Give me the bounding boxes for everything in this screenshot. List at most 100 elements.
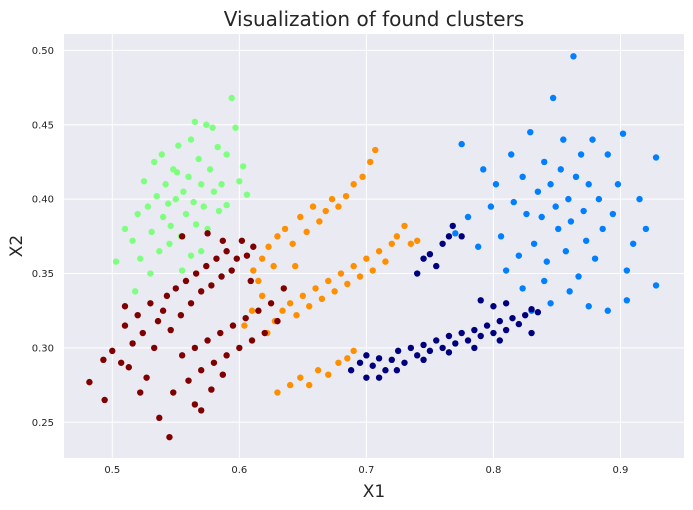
- scatter-point: [177, 311, 185, 319]
- scatter-point: [652, 282, 660, 289]
- y-tick-label: 0.50: [32, 46, 54, 57]
- scatter-point: [100, 356, 107, 364]
- scatter-point: [328, 195, 336, 203]
- scatter-point: [344, 280, 351, 288]
- scatter-point: [147, 270, 154, 277]
- scatter-point: [474, 243, 482, 250]
- scatter-point: [369, 362, 376, 369]
- scatter-point: [477, 332, 484, 340]
- scatter-point: [572, 173, 580, 181]
- x-tick-label: 0.6: [231, 465, 247, 476]
- scatter-point: [198, 181, 205, 188]
- scatter-point: [121, 322, 129, 329]
- x-tick-label: 0.9: [613, 465, 629, 476]
- scatter-point: [433, 262, 440, 270]
- scatter-point: [547, 181, 554, 188]
- scatter-point: [229, 322, 237, 329]
- scatter-point: [204, 225, 211, 233]
- scatter-point: [510, 198, 517, 206]
- scatter-point: [555, 225, 562, 233]
- scatter-point: [318, 295, 326, 303]
- scatter-point: [163, 292, 171, 300]
- scatter-point: [198, 248, 205, 255]
- scatter-point: [363, 352, 370, 359]
- scatter-point: [619, 130, 627, 137]
- scatter-point: [151, 344, 158, 352]
- scatter-point: [238, 237, 246, 244]
- scatter-point: [464, 213, 472, 221]
- scatter-point: [267, 300, 275, 307]
- scatter-point: [190, 198, 197, 206]
- scatter-point: [178, 267, 186, 274]
- scatter-point: [131, 288, 139, 295]
- scatter-point: [508, 151, 515, 158]
- scatter-point: [413, 352, 421, 359]
- scatter-point: [243, 191, 251, 198]
- scatter-point: [480, 166, 487, 173]
- scatter-point: [187, 252, 195, 259]
- scatter-point: [178, 233, 186, 240]
- scatter-point: [490, 303, 497, 310]
- scatter-point: [401, 222, 408, 230]
- scatter-point: [218, 273, 225, 280]
- scatter-point: [203, 262, 210, 270]
- scatter-point: [129, 237, 136, 244]
- scatter-point: [210, 188, 218, 195]
- scatter-point: [270, 262, 277, 270]
- scatter-point: [549, 94, 557, 102]
- scatter-point: [458, 140, 465, 148]
- scatter-point: [483, 322, 491, 329]
- scatter-point: [519, 285, 526, 292]
- scatter-point: [217, 329, 224, 337]
- scatter-point: [515, 252, 523, 259]
- scatter-point: [159, 307, 167, 314]
- scatter-point: [642, 225, 650, 233]
- scatter-point: [242, 314, 249, 322]
- scatter-point: [325, 277, 332, 285]
- scatter-point: [219, 237, 227, 244]
- scatter-point: [214, 143, 221, 151]
- scatter-point: [369, 267, 376, 274]
- scatter-point: [316, 218, 323, 225]
- scatter-point: [464, 337, 472, 344]
- scatter-point: [393, 233, 401, 240]
- scatter-point: [567, 218, 575, 225]
- scatter-point: [375, 374, 383, 381]
- y-tick-label: 0.25: [32, 418, 54, 429]
- scatter-point: [407, 240, 415, 247]
- scatter-point: [515, 320, 523, 328]
- x-axis-label: X1: [363, 482, 385, 502]
- scatter-point: [147, 300, 154, 307]
- scatter-point: [350, 181, 357, 188]
- scatter-point: [206, 166, 214, 173]
- scatter-point: [562, 248, 570, 255]
- scatter-point: [458, 329, 465, 337]
- scatter-point: [350, 347, 357, 355]
- scatter-point: [248, 307, 256, 314]
- scatter-point: [204, 337, 211, 344]
- scatter-point: [208, 386, 215, 393]
- scatter-point: [496, 337, 503, 344]
- scatter-point: [335, 359, 342, 366]
- scatter-point: [445, 332, 453, 340]
- scatter-point: [101, 396, 108, 404]
- scatter-point: [159, 213, 167, 221]
- scatter-point: [195, 155, 202, 163]
- scatter-point: [129, 340, 136, 347]
- scatter-point: [591, 255, 599, 262]
- scatter-point: [173, 169, 181, 176]
- scatter-point: [502, 267, 510, 274]
- scatter-point: [570, 53, 577, 60]
- scatter-point: [560, 136, 567, 143]
- scatter-point: [198, 288, 205, 295]
- scatter-points: [86, 53, 660, 441]
- scatter-point: [204, 230, 211, 237]
- scatter-point: [420, 255, 427, 262]
- scatter-point: [452, 340, 459, 347]
- scatter-point: [241, 322, 248, 329]
- scatter-point: [363, 374, 370, 381]
- scatter-point: [255, 307, 262, 314]
- scatter-point: [458, 233, 465, 240]
- scatter-point: [452, 230, 459, 237]
